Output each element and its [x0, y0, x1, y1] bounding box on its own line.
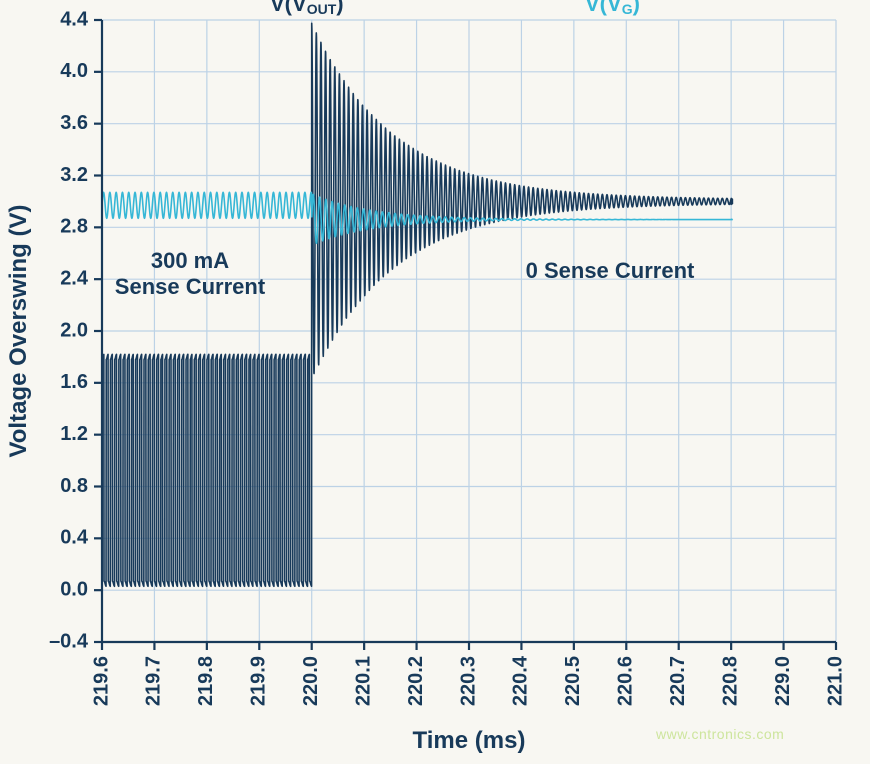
y-tick-label: –0.4 — [49, 630, 89, 652]
x-tick-label: 220.4 — [510, 655, 532, 706]
y-tick-label: 3.6 — [60, 112, 88, 134]
x-tick-label: 220.6 — [615, 656, 637, 706]
x-tick-label: 220.1 — [352, 656, 374, 706]
x-tick-label: 219.8 — [195, 656, 217, 706]
x-tick-label: 220.3 — [457, 656, 479, 706]
canvas-bg — [0, 0, 870, 764]
x-tick-label: 219.7 — [143, 656, 165, 706]
x-tick-label: 220.5 — [562, 656, 584, 706]
x-axis-label: Time (ms) — [413, 727, 526, 754]
y-tick-label: 3.2 — [60, 164, 88, 186]
y-tick-label: 0.4 — [60, 527, 89, 549]
x-tick-label: 220.2 — [405, 656, 427, 706]
y-axis-label: Voltage Overswing (V) — [5, 205, 32, 458]
annotation-zero-sense: 0 Sense Current — [526, 258, 695, 283]
y-tick-label: 1.6 — [60, 371, 88, 393]
x-tick-label: 229.0 — [772, 656, 794, 706]
y-tick-label: 4.0 — [60, 60, 88, 82]
voltage-overswing-chart: –0.4 0.0 0.4 0.8 1.2 1.6 2.0 2.4 2.8 3.2 3.6 4.0 4.4… — [0, 0, 870, 764]
x-tick-label: 220.0 — [300, 656, 322, 706]
annotation-300ma-line1: 300 mA — [151, 248, 229, 273]
x-tick-label: 221.0 — [824, 656, 846, 706]
x-tick-label: 220.8 — [719, 656, 741, 706]
x-tick-label: 219.9 — [248, 656, 270, 706]
x-tick-label: 220.7 — [667, 656, 689, 706]
annotation-300ma-line2: Sense Current — [115, 274, 266, 299]
y-tick-label: 0.8 — [60, 475, 88, 497]
legend-vout: V(VOUT) — [270, 0, 344, 17]
y-tick-label: 2.0 — [60, 319, 88, 341]
y-tick-label: 0.0 — [60, 578, 88, 600]
legend-vg: V(VG) — [585, 0, 640, 17]
y-tick-label: 2.8 — [60, 216, 88, 238]
y-tick-label: 1.2 — [60, 423, 88, 445]
y-tick-label: 2.4 — [60, 267, 89, 289]
y-tick-label: 4.4 — [60, 8, 89, 30]
x-tick-label: 219.6 — [90, 656, 112, 706]
